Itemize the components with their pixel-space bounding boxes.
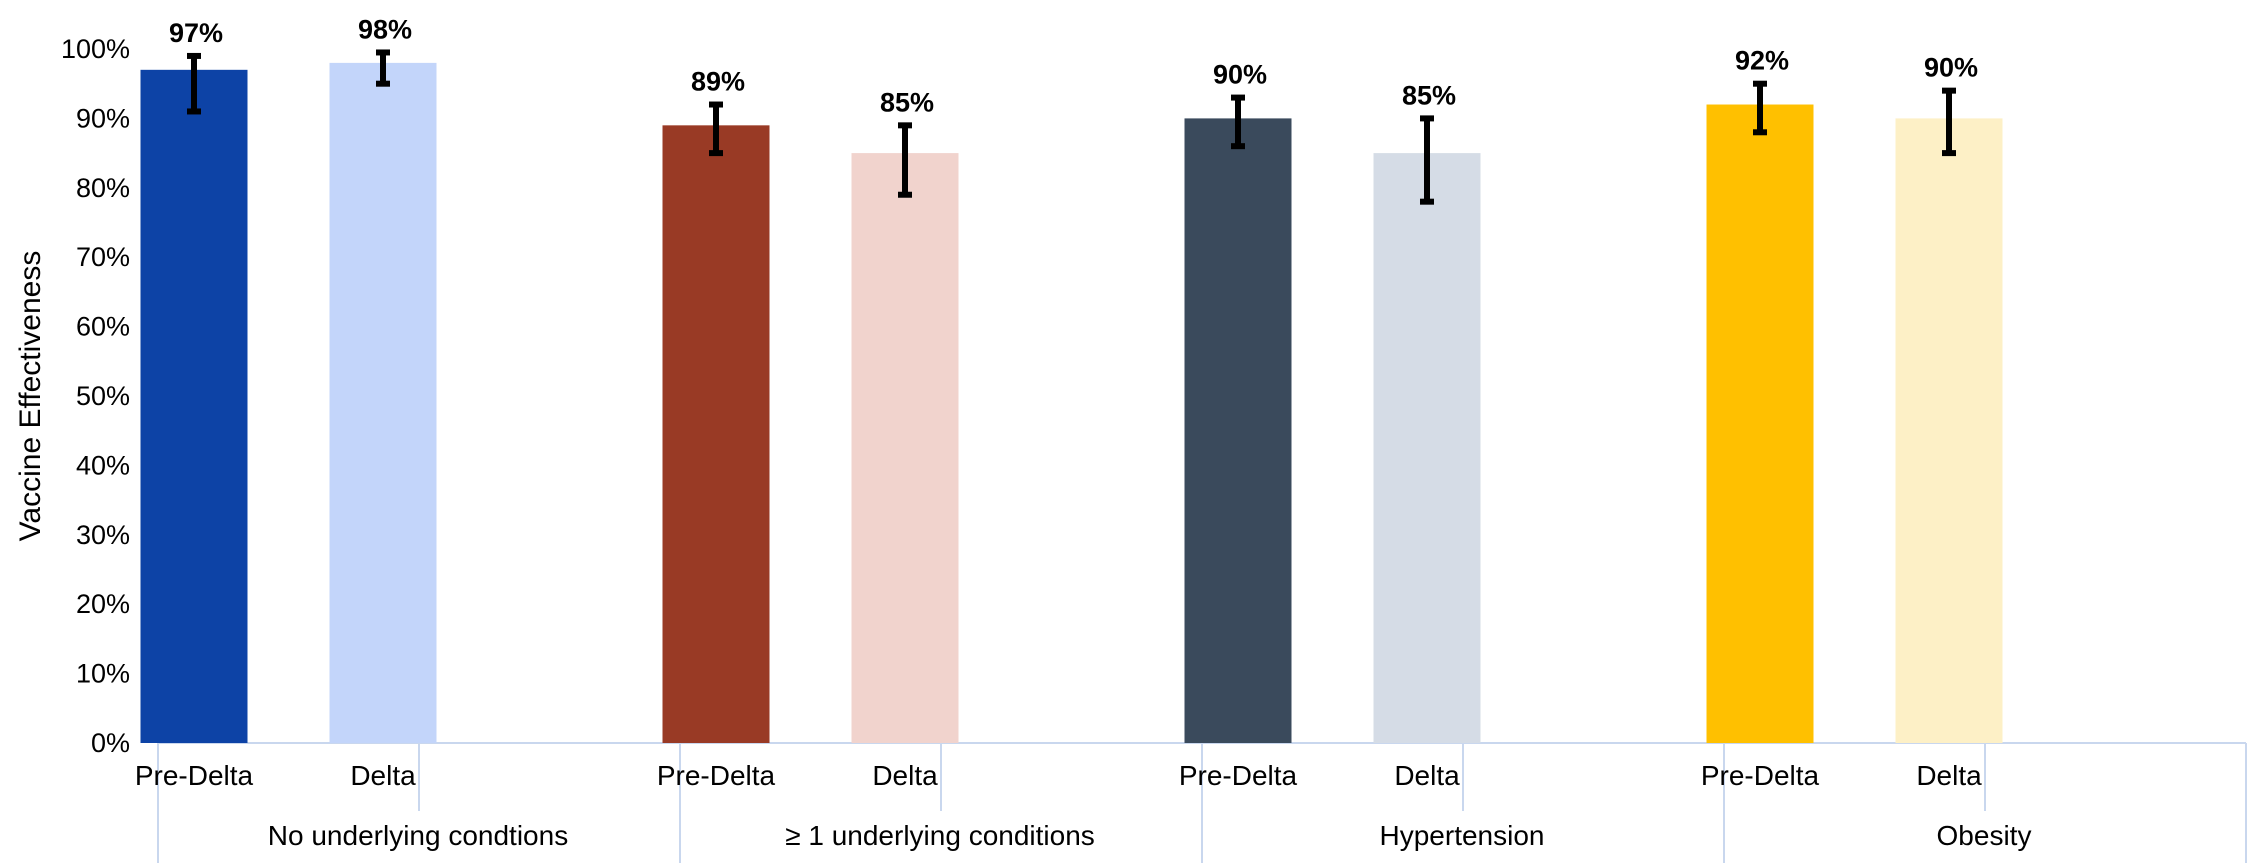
- data-label: 89%: [691, 67, 745, 97]
- y-axis-label: Vaccine Effectiveness: [14, 251, 47, 542]
- data-label: 85%: [880, 87, 934, 117]
- group-label: Hypertension: [1380, 820, 1545, 851]
- category-label: Delta: [1916, 760, 1982, 791]
- bar: [1373, 153, 1481, 744]
- data-label: 92%: [1735, 46, 1789, 76]
- y-tick-label: 100%: [61, 34, 130, 64]
- y-tick-label: 30%: [76, 520, 130, 550]
- y-tick-label: 50%: [76, 381, 130, 411]
- data-label: 97%: [169, 18, 223, 48]
- bar: [329, 62, 437, 743]
- category-label: Pre-Delta: [1701, 760, 1820, 791]
- category-label: Pre-Delta: [135, 760, 254, 791]
- category-label: Pre-Delta: [657, 760, 776, 791]
- data-label: 98%: [358, 14, 412, 44]
- bar: [851, 153, 959, 744]
- category-label: Pre-Delta: [1179, 760, 1298, 791]
- category-label: Delta: [872, 760, 938, 791]
- category-label: Delta: [1394, 760, 1460, 791]
- y-tick-label: 90%: [76, 103, 130, 133]
- y-tick-label: 40%: [76, 450, 130, 480]
- bar: [140, 69, 248, 743]
- group-label: Obesity: [1937, 820, 2032, 851]
- group-label: No underlying condtions: [268, 820, 568, 851]
- data-label: 90%: [1924, 53, 1978, 83]
- bar: [662, 125, 770, 744]
- category-label: Delta: [350, 760, 416, 791]
- y-tick-label: 60%: [76, 312, 130, 342]
- bar: [1184, 118, 1292, 743]
- bar: [1895, 118, 2003, 743]
- y-tick-label: 20%: [76, 589, 130, 619]
- y-tick-label: 70%: [76, 242, 130, 272]
- y-tick-label: 10%: [76, 659, 130, 689]
- y-tick-label: 80%: [76, 173, 130, 203]
- data-label: 85%: [1402, 80, 1456, 110]
- group-label: ≥ 1 underlying conditions: [785, 820, 1095, 851]
- data-label: 90%: [1213, 60, 1267, 90]
- bar: [1706, 104, 1814, 743]
- y-tick-label: 0%: [91, 728, 130, 758]
